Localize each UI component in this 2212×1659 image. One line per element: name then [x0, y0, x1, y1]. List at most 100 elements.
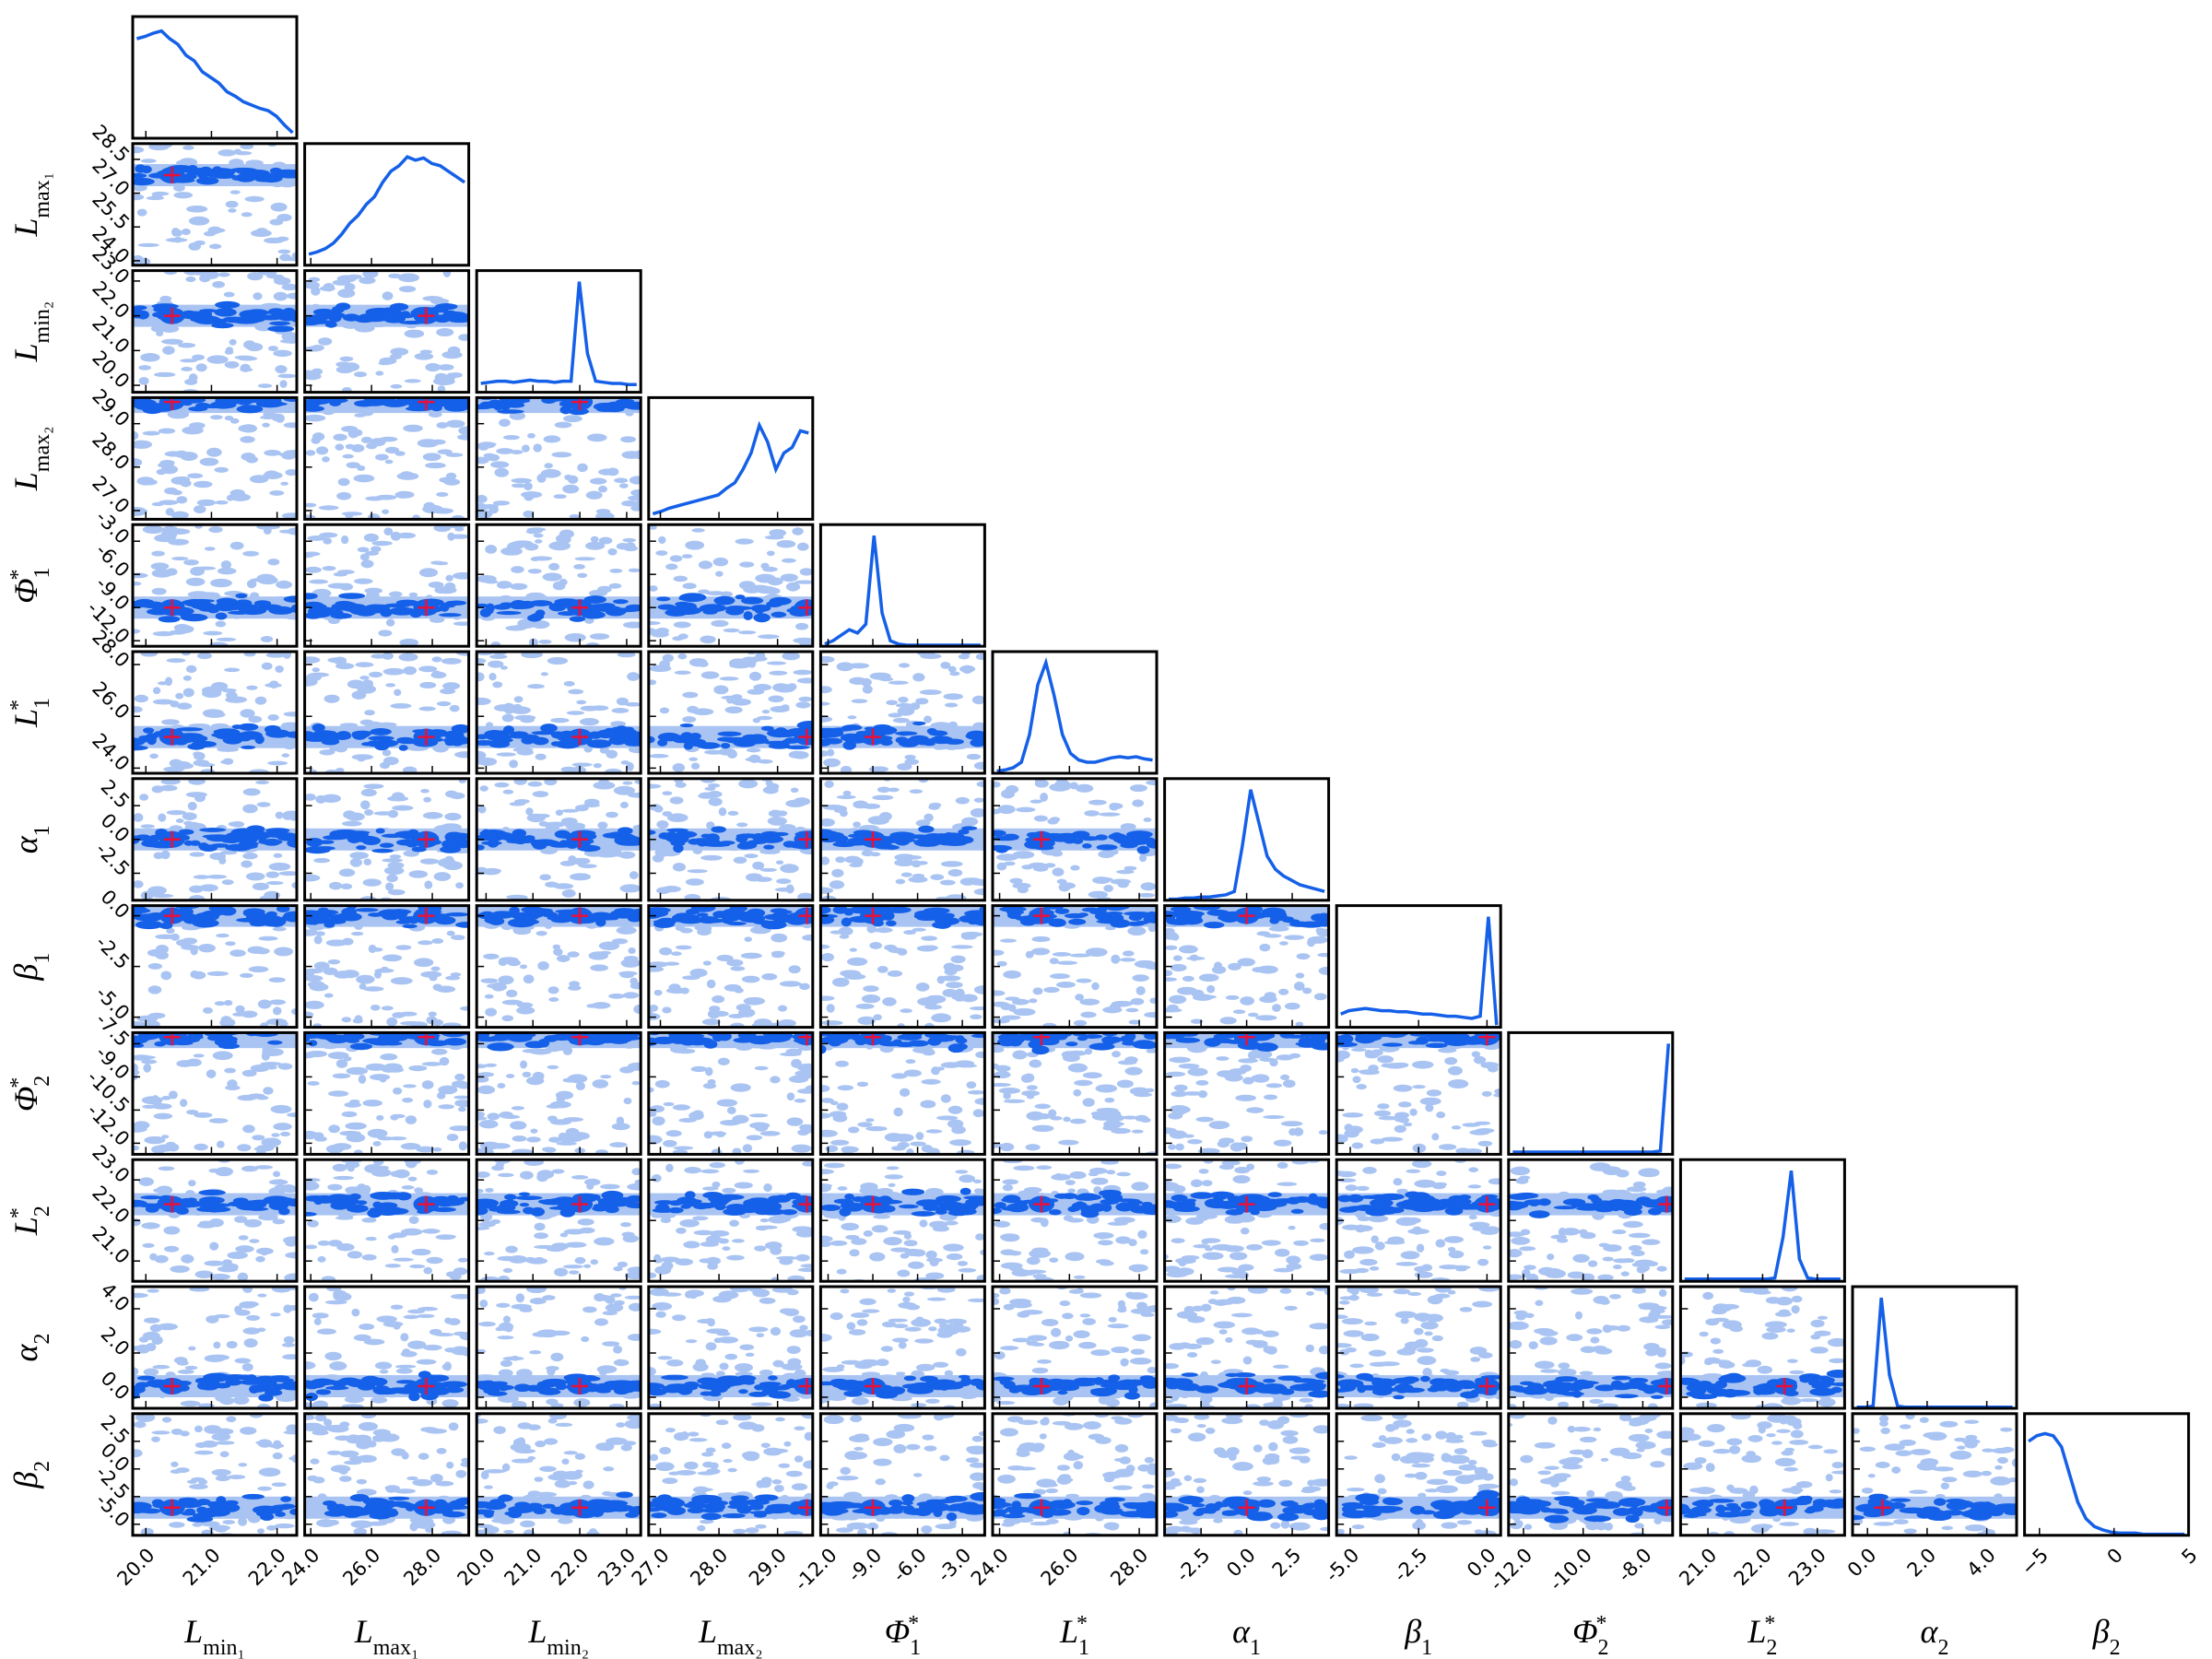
density-blob [241, 860, 253, 868]
density-blob-dark [319, 609, 344, 615]
density-blob-dark [275, 311, 297, 319]
density-blob-dark [241, 405, 257, 410]
density-blob [996, 960, 1007, 967]
density-blob [502, 1267, 513, 1274]
density-blob-dark [1295, 1041, 1315, 1046]
density-blob [956, 1064, 978, 1068]
density-blob-dark [754, 606, 765, 614]
density-blob [1444, 1056, 1458, 1065]
density-blob [398, 286, 417, 293]
density-blob [899, 663, 911, 668]
density-blob [398, 1011, 418, 1017]
density-blob [281, 753, 290, 758]
density-blob [206, 355, 229, 364]
density-blob-dark [318, 840, 335, 844]
panel-frame [647, 523, 815, 648]
density-blob-dark [934, 918, 956, 924]
density-blob-dark [246, 825, 265, 833]
density-blob-dark [648, 910, 655, 916]
density-blob [532, 791, 549, 798]
panel-frame [475, 1030, 642, 1156]
density-blob [611, 1123, 630, 1131]
density-blob [229, 338, 237, 346]
density-blob [454, 751, 469, 759]
panel-frame [303, 777, 471, 902]
density-blob [707, 1078, 716, 1085]
truth-marker [1033, 1032, 1051, 1046]
density-blob [955, 796, 970, 805]
density-blob [281, 283, 297, 291]
density-blob-dark [484, 729, 505, 739]
density-blob [510, 1121, 527, 1130]
density-blob [154, 534, 176, 543]
density-blob [910, 1141, 926, 1147]
density-blob-dark [726, 921, 747, 926]
density-blob-dark [333, 603, 353, 611]
density-blob [769, 670, 788, 676]
density-blob [484, 1251, 495, 1256]
density-blob [1149, 997, 1157, 1004]
density-blob-dark [1014, 910, 1024, 915]
density-blob [393, 1257, 414, 1262]
density-blob [357, 547, 370, 553]
density-blob-dark [1082, 843, 1092, 849]
panel [303, 650, 471, 775]
density-blob [372, 1141, 382, 1147]
density-blob [283, 814, 293, 820]
density-blob [140, 159, 157, 163]
density-blob [383, 866, 405, 876]
density-blob [1164, 977, 1178, 982]
density-blob [649, 1105, 665, 1113]
density-blob [519, 1171, 534, 1180]
density-blob [613, 1265, 623, 1272]
panel-frame [131, 523, 299, 648]
density-blob [749, 584, 771, 591]
density-blob-dark [133, 737, 146, 747]
density-blob [395, 945, 412, 950]
panel-content [133, 270, 297, 393]
density-blob-dark [189, 840, 201, 846]
density-blob [613, 785, 635, 795]
density-blob [414, 352, 434, 360]
density-blob [245, 872, 265, 881]
density-blob [239, 972, 253, 978]
density-blob-dark [264, 830, 289, 838]
density-blob [544, 1147, 557, 1153]
density-blob [477, 1188, 484, 1194]
density-blob [176, 702, 193, 710]
density-blob [166, 927, 175, 935]
density-blob [1003, 1099, 1026, 1103]
density-blob [133, 582, 142, 586]
panel-content [1512, 1043, 1671, 1154]
density-blob [1055, 981, 1076, 988]
density-blob [758, 634, 780, 640]
density-blob [848, 1126, 860, 1134]
panel [475, 1158, 642, 1283]
density-blob [1242, 1077, 1254, 1085]
density-blob-dark [182, 1200, 202, 1208]
density-blob [348, 814, 365, 818]
density-blob [820, 856, 830, 865]
density-blob [457, 433, 469, 441]
density-blob [265, 274, 280, 279]
density-blob [564, 1241, 587, 1248]
density-blob [834, 806, 848, 813]
density-blob [523, 510, 535, 518]
density-blob [252, 1135, 265, 1141]
density-blob [548, 541, 571, 551]
density-blob [304, 372, 322, 381]
density-blob [865, 1118, 875, 1123]
density-blob [277, 1063, 293, 1070]
density-blob [428, 1011, 437, 1017]
density-blob [665, 1130, 682, 1137]
truth-marker [571, 728, 589, 746]
panel-frame [818, 650, 986, 775]
density-blob [334, 971, 352, 979]
density-blob [189, 885, 204, 893]
density-blob [1030, 799, 1043, 804]
density-blob [436, 327, 454, 337]
panel [475, 1030, 642, 1156]
density-blob [534, 1232, 548, 1240]
density-blob [830, 1100, 839, 1106]
density-blob [431, 1048, 448, 1055]
